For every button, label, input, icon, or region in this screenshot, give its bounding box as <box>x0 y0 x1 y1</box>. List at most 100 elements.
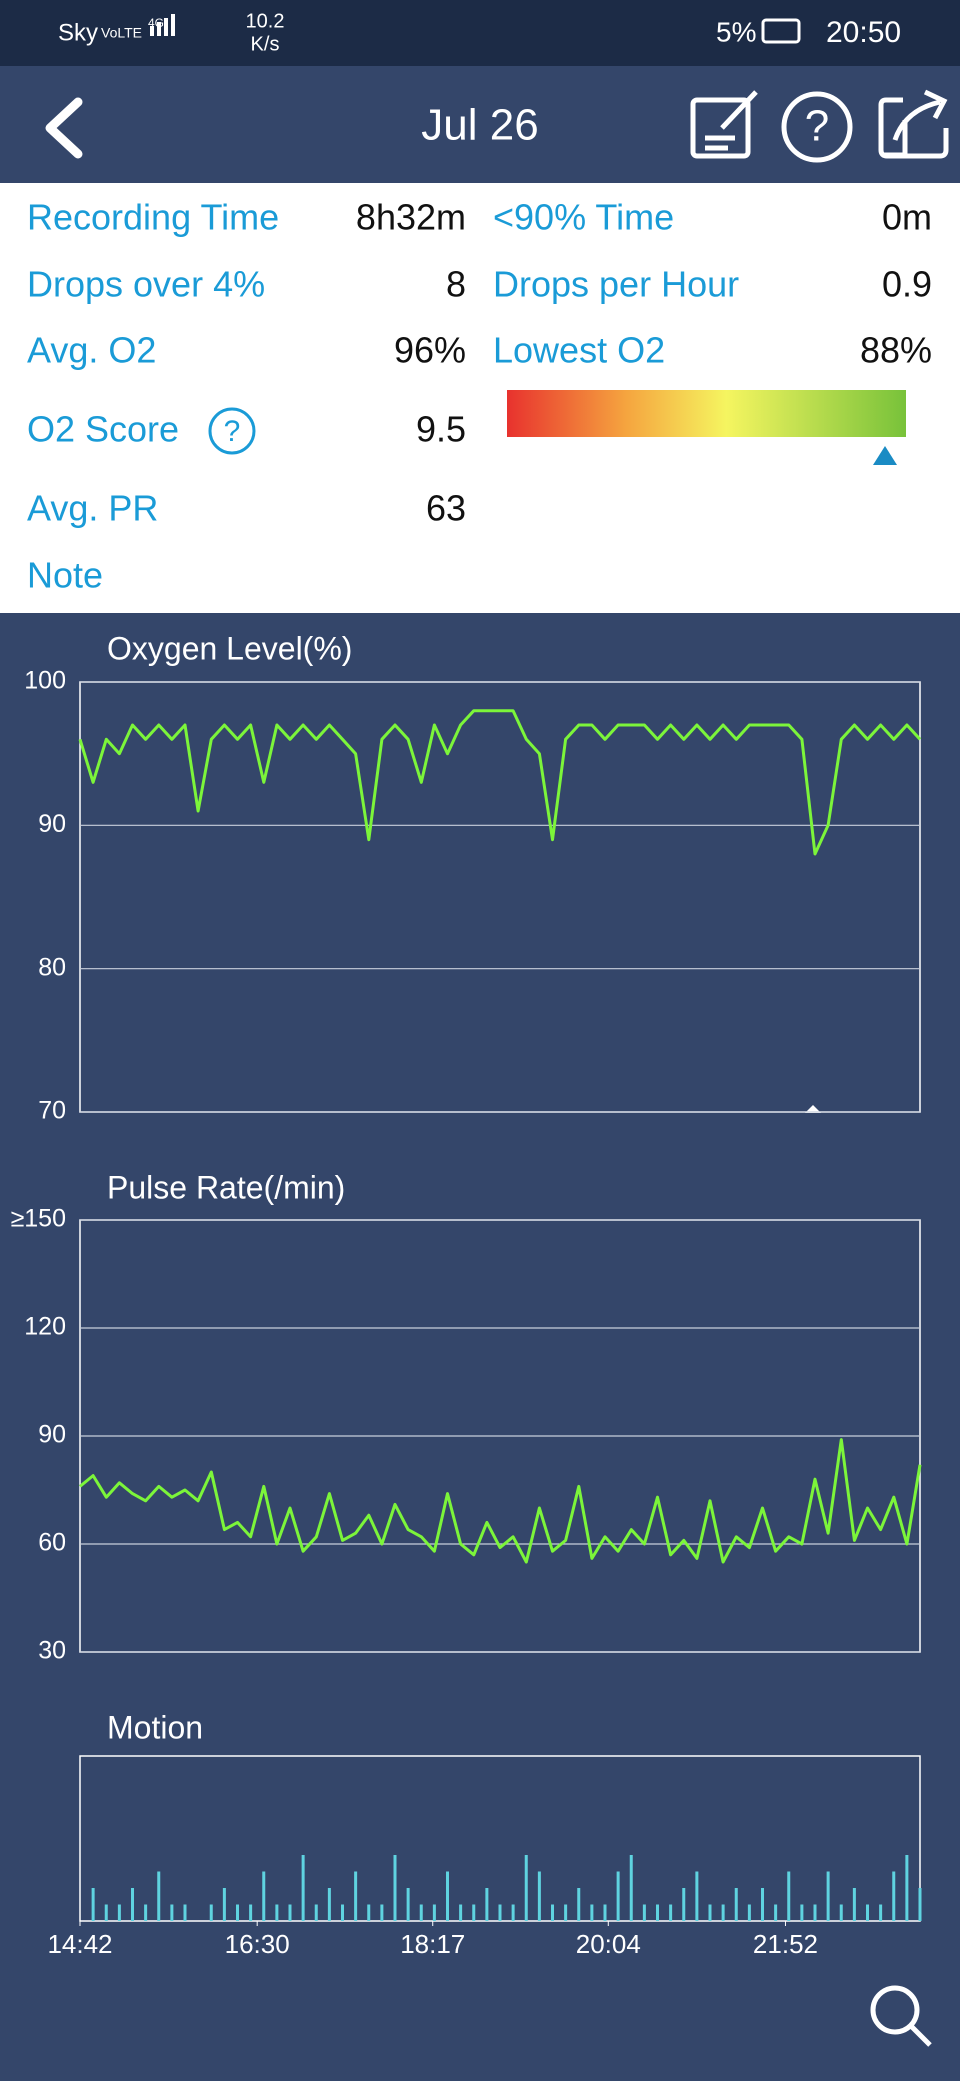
motion-bar <box>222 1888 226 1921</box>
motion-bar <box>131 1888 134 1921</box>
score-help-text: ? <box>224 415 241 448</box>
score-marker <box>873 446 897 465</box>
motion-bar <box>800 1904 804 1921</box>
stat-value: 8 <box>446 264 466 305</box>
stat-label: Lowest O2 <box>493 330 665 371</box>
motion-bar <box>603 1904 607 1921</box>
status-text: 10.2 <box>246 10 285 32</box>
status-text: 5% <box>716 16 756 47</box>
y-tick-label: ≥150 <box>11 1205 66 1233</box>
status-text: VoLTE <box>101 25 142 41</box>
motion-bar <box>262 1871 266 1921</box>
zoom-button[interactable] <box>870 1985 932 2047</box>
score-help[interactable] <box>208 407 256 455</box>
motion-bar <box>393 1855 397 1921</box>
motion-bar <box>472 1904 476 1921</box>
y-tick-label: 70 <box>38 1097 66 1125</box>
app-header <box>0 66 960 183</box>
y-tick-label: 100 <box>24 667 66 695</box>
motion-bar <box>341 1904 344 1921</box>
stat-value: 63 <box>426 488 466 529</box>
motion-bar <box>747 1904 751 1921</box>
y-tick-label: 90 <box>38 810 66 838</box>
chart-title: Pulse Rate(/min) <box>107 1169 345 1205</box>
motion-bar <box>459 1904 463 1921</box>
x-tick-label: 21:52 <box>753 1929 818 1959</box>
motion-bar <box>498 1904 502 1921</box>
motion-bar <box>892 1871 896 1921</box>
motion-bar <box>524 1855 528 1921</box>
motion-bar <box>314 1904 318 1921</box>
stat-label: Note <box>27 555 103 596</box>
data-line <box>78 709 922 856</box>
x-tick-label: 18:17 <box>400 1929 465 1959</box>
x-tick-label: 14:42 <box>47 1929 112 1959</box>
motion-bar <box>301 1855 305 1921</box>
status-text: 20:50 <box>826 16 901 49</box>
stat-label: Recording Time <box>27 197 279 238</box>
help-icon: ? <box>805 102 829 151</box>
y-tick-label: 80 <box>38 953 66 981</box>
motion-bar <box>629 1855 633 1921</box>
chart-title: Motion <box>107 1709 203 1745</box>
motion-bar <box>485 1888 489 1921</box>
motion-bar <box>577 1888 581 1921</box>
motion-bar <box>852 1888 856 1921</box>
motion-bar <box>734 1888 738 1921</box>
stat-value: 88% <box>860 330 932 371</box>
motion-bar <box>774 1904 778 1921</box>
share-button[interactable] <box>878 89 949 159</box>
motion-bar <box>406 1888 410 1921</box>
motion-bar <box>918 1888 922 1921</box>
motion-bar <box>879 1904 883 1921</box>
x-tick-label: 16:30 <box>225 1929 290 1959</box>
motion-bar <box>419 1904 423 1921</box>
stat-value: 9.5 <box>416 409 466 450</box>
motion-bar <box>511 1904 515 1921</box>
status-icons <box>150 14 801 44</box>
x-tick-label: 20:04 <box>576 1929 641 1959</box>
status-bar <box>0 0 960 66</box>
motion-bar <box>236 1904 239 1921</box>
header-title: Jul 26 <box>421 101 538 150</box>
stat-value: 8h32m <box>356 197 466 238</box>
stat-value: 96% <box>394 330 466 371</box>
motion-bar <box>354 1871 358 1921</box>
motion-bar <box>91 1888 95 1921</box>
motion-bar <box>866 1904 869 1921</box>
motion-bar <box>288 1904 292 1921</box>
motion-bar <box>905 1855 909 1921</box>
motion-bar <box>537 1871 541 1921</box>
motion-bar <box>787 1871 791 1921</box>
y-tick-label: 30 <box>38 1637 66 1665</box>
stat-value: 0m <box>882 197 932 238</box>
score-gradient <box>507 390 906 437</box>
status-text: 4G <box>148 16 164 30</box>
stat-label: Drops per Hour <box>493 264 739 305</box>
motion-bar <box>656 1904 659 1921</box>
lowest-marker <box>805 1105 821 1113</box>
y-tick-label: 60 <box>38 1529 66 1557</box>
motion-bar <box>551 1904 554 1921</box>
motion-bar <box>327 1888 331 1921</box>
help-button[interactable] <box>781 91 853 163</box>
motion-bar <box>249 1904 253 1921</box>
motion-bar <box>642 1904 646 1921</box>
note-button[interactable] <box>690 90 758 159</box>
motion-bar <box>157 1871 161 1921</box>
motion-bar <box>708 1904 712 1921</box>
back-button[interactable] <box>45 97 83 159</box>
motion-bar <box>432 1904 436 1921</box>
data-line <box>79 1438 922 1564</box>
stat-label: <90% Time <box>493 197 674 238</box>
plot-frame <box>79 681 921 1113</box>
motion-bar <box>117 1904 121 1921</box>
status-text: K/s <box>251 33 280 55</box>
motion-bar <box>839 1904 843 1921</box>
motion-bar <box>367 1904 371 1921</box>
motion-bar <box>826 1871 830 1921</box>
motion-bar <box>761 1888 764 1921</box>
